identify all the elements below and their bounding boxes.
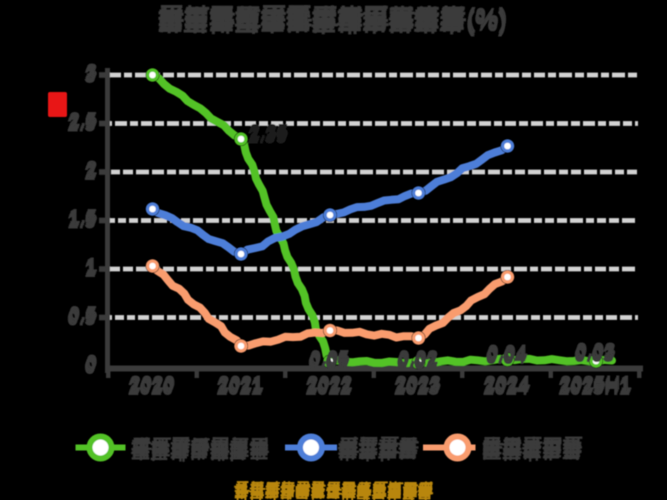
svg-text:0.02: 0.02: [398, 348, 438, 371]
svg-text:1.5: 1.5: [69, 205, 98, 228]
svg-text:2020: 2020: [130, 372, 176, 395]
svg-text:2.5: 2.5: [68, 110, 97, 133]
svg-text:0.05: 0.05: [310, 346, 350, 369]
svg-text:2021: 2021: [217, 375, 263, 398]
svg-text:0.05: 0.05: [309, 350, 349, 373]
svg-text:0.04: 0.04: [486, 344, 526, 367]
svg-text:2024: 2024: [485, 372, 531, 395]
svg-text:2025H1: 2025H1: [560, 372, 632, 395]
svg-text:2023: 2023: [395, 373, 441, 396]
svg-text:2021: 2021: [216, 377, 262, 400]
svg-text:(%): (%): [466, 5, 506, 35]
svg-text:2024: 2024: [484, 373, 530, 396]
svg-text:1: 1: [84, 259, 95, 282]
svg-text:0: 0: [85, 352, 96, 375]
svg-text:3: 3: [84, 65, 95, 88]
svg-text:3: 3: [86, 60, 97, 83]
svg-text:2020: 2020: [128, 375, 174, 398]
svg-text:1.5: 1.5: [67, 211, 96, 234]
svg-text:2022: 2022: [306, 375, 352, 398]
svg-text:2023: 2023: [394, 377, 440, 400]
svg-text:0.05: 0.05: [309, 348, 349, 371]
svg-text:2022: 2022: [307, 372, 353, 395]
svg-text:0.03: 0.03: [576, 339, 616, 362]
svg-text:2025H1: 2025H1: [559, 373, 631, 396]
svg-text:2.35: 2.35: [248, 125, 287, 147]
svg-text:2022: 2022: [305, 377, 351, 400]
svg-text:0.5: 0.5: [67, 308, 96, 331]
svg-text:0.03: 0.03: [575, 342, 615, 365]
svg-text:0.02: 0.02: [397, 352, 437, 375]
svg-text:2: 2: [84, 162, 95, 185]
svg-text:2.35: 2.35: [248, 127, 287, 149]
svg-text:2: 2: [85, 158, 96, 181]
svg-text:0.02: 0.02: [399, 346, 439, 369]
svg-text:0.04: 0.04: [486, 346, 526, 369]
svg-text:1.5: 1.5: [68, 209, 97, 232]
svg-text:2021: 2021: [218, 372, 264, 395]
svg-text:1: 1: [85, 255, 96, 278]
svg-text:0.03: 0.03: [574, 344, 614, 367]
svg-text:3: 3: [85, 63, 96, 86]
svg-text:0.02: 0.02: [397, 350, 437, 373]
svg-text:(%): (%): [467, 4, 507, 34]
svg-text:2.35: 2.35: [250, 121, 289, 143]
svg-text:1: 1: [86, 254, 97, 277]
svg-text:2023: 2023: [396, 372, 442, 395]
svg-text:0: 0: [86, 351, 97, 374]
svg-text:2021: 2021: [218, 373, 264, 396]
svg-text:2025H1: 2025H1: [559, 375, 631, 398]
svg-text:(%): (%): [467, 2, 507, 32]
svg-text:2: 2: [85, 160, 96, 183]
svg-text:2024: 2024: [483, 377, 529, 400]
svg-text:0.04: 0.04: [488, 341, 528, 364]
svg-text:0.03: 0.03: [575, 340, 615, 363]
svg-text:0.05: 0.05: [308, 352, 348, 375]
svg-text:2.5: 2.5: [68, 112, 97, 135]
svg-text:2023: 2023: [394, 375, 440, 398]
svg-text:0.5: 0.5: [68, 306, 97, 329]
svg-text:0.04: 0.04: [487, 342, 527, 365]
svg-text:2024: 2024: [483, 375, 529, 398]
svg-text:1.5: 1.5: [68, 207, 97, 230]
svg-text:2020: 2020: [128, 377, 174, 400]
svg-text:2.5: 2.5: [67, 114, 96, 137]
svg-text:2022: 2022: [307, 373, 353, 396]
svg-text:0.5: 0.5: [68, 304, 97, 327]
svg-text:0.5: 0.5: [69, 302, 98, 325]
svg-text:2: 2: [86, 157, 97, 180]
svg-text:(%): (%): [466, 7, 506, 37]
svg-text:0: 0: [84, 356, 95, 379]
svg-text:2.5: 2.5: [69, 108, 98, 131]
svg-text:2020: 2020: [129, 373, 175, 396]
svg-text:0: 0: [85, 354, 96, 377]
svg-text:2025H1: 2025H1: [558, 377, 630, 400]
svg-text:1: 1: [85, 257, 96, 280]
svg-text:2.35: 2.35: [249, 123, 288, 145]
svg-text:3: 3: [85, 61, 96, 84]
